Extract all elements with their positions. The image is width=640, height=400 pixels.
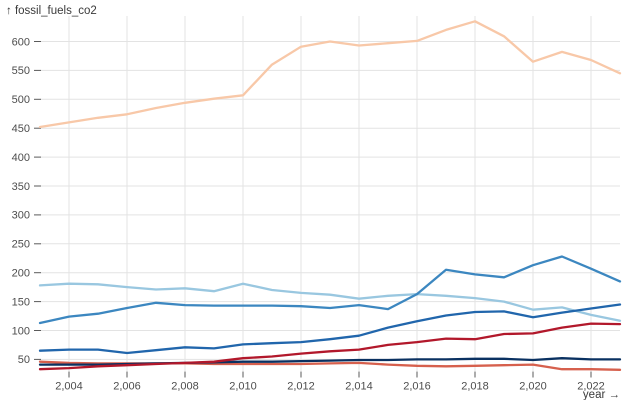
- x-tick-label: 2,018: [461, 381, 489, 393]
- x-tick-label: 2,014: [345, 381, 373, 393]
- y-tick-label: 200: [12, 268, 30, 280]
- x-tick-label: 2,006: [113, 381, 141, 393]
- y-tick-label: 400: [12, 152, 30, 164]
- line-series-dark-blue: [38, 303, 622, 355]
- y-axis-title: ↑ fossil_fuels_co2: [6, 5, 97, 17]
- y-tick-label: 500: [12, 94, 30, 106]
- y-tick-label: 150: [12, 296, 30, 308]
- x-tick-label: 2,022: [577, 381, 605, 393]
- y-tick-label: 250: [12, 239, 30, 251]
- x-tick-label: 2,012: [287, 381, 315, 393]
- y-tick-label: 450: [12, 123, 30, 135]
- y-tick-label: 100: [12, 325, 30, 337]
- line-series-light-blue: [38, 282, 622, 322]
- y-tick-label: 50: [18, 354, 30, 366]
- y-tick-label: 600: [12, 36, 30, 48]
- x-tick-label: 2,016: [403, 381, 431, 393]
- x-tick-label: 2,010: [229, 381, 257, 393]
- y-tick-label: 550: [12, 65, 30, 77]
- y-tick-label: 300: [12, 210, 30, 222]
- x-tick-label: 2,004: [55, 381, 83, 393]
- line-series-mid-blue: [38, 255, 622, 325]
- data-series: [38, 20, 622, 371]
- x-tick-label: 2,008: [171, 381, 199, 393]
- y-axis-ticks: 50 100 150 200 250 300 350 400 450 500 550 600: [12, 36, 41, 366]
- y-tick-label: 350: [12, 181, 30, 193]
- x-tick-label: 2,020: [519, 381, 547, 393]
- x-axis-title: year →: [583, 389, 620, 400]
- x-axis-ticks: 2,004 2,006 2,008 2,010 2,012 2,014 2,016 2,018…: [55, 371, 605, 393]
- line-series-crimson: [38, 322, 622, 371]
- gridlines: [40, 16, 620, 371]
- line-series-peach: [38, 20, 622, 129]
